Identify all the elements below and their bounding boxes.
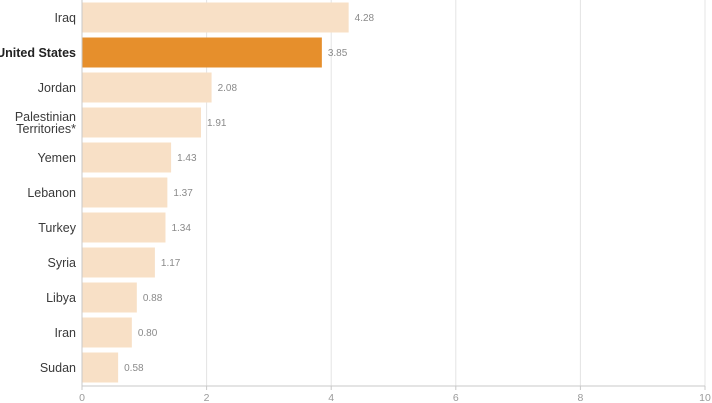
value-label: 1.37 [173,188,193,199]
x-tick-label: 4 [328,392,334,403]
x-tick-label: 10 [699,392,711,403]
bar [82,317,132,348]
value-label: 1.17 [161,258,181,269]
x-axis: 0 2 4 6 8 10 [79,0,711,403]
bar [82,177,168,208]
bar [82,352,119,383]
category-label: Syria [48,256,77,270]
value-label: 2.08 [218,83,238,94]
x-tick-label: 2 [204,392,210,403]
category-label: Iraq [54,11,76,25]
bar [82,2,349,33]
category-label: Sudan [40,361,76,375]
category-labels: Iraq United States Jordan Palestinian Territ… [0,11,77,375]
category-label: Jordan [38,81,76,95]
value-label: 1.91 [207,118,227,129]
value-labels: 4.28 3.85 2.08 1.91 1.43 1.37 1.34 1.17 0.88 0.80… [124,13,374,374]
value-label: 4.28 [355,13,375,24]
category-label: Lebanon [27,186,76,200]
value-label: 0.80 [138,328,158,339]
value-label: 0.58 [124,363,144,374]
value-label: 3.85 [328,48,348,59]
bar [82,72,212,103]
bar [82,212,166,243]
bar [82,107,201,138]
category-label: Palestinian Territories* [15,110,76,136]
value-label: 0.88 [143,293,163,304]
bars [82,2,349,383]
x-tick-label: 0 [79,392,85,403]
bar [82,247,155,278]
category-label: Yemen [38,151,77,165]
x-tick-label: 6 [453,392,459,403]
value-label: 1.34 [171,223,191,234]
x-tick-label: 8 [577,392,583,403]
bar [82,282,137,313]
value-label: 1.43 [177,153,197,164]
category-label: Turkey [38,221,76,235]
category-label: Iran [54,326,76,340]
category-label: United States [0,46,76,60]
bar [82,142,172,173]
bar [82,37,322,68]
gridlines [206,0,706,386]
category-label: Libya [46,291,76,305]
